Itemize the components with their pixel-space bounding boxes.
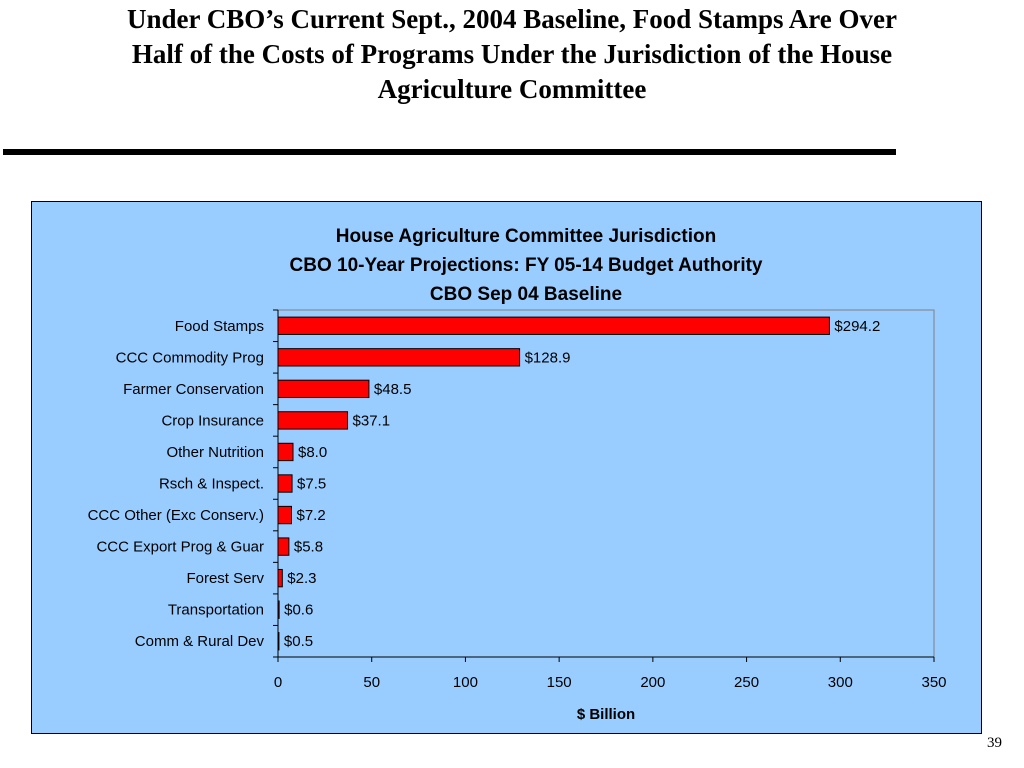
slide-title-line: Half of the Costs of Programs Under the … (131, 39, 893, 69)
tick-label: 50 (363, 674, 380, 691)
data-label: $37.1 (353, 412, 391, 429)
category-label: Transportation (168, 602, 264, 619)
category-label: Crop Insurance (161, 412, 264, 429)
x-axis-title: $ Billion (577, 706, 635, 723)
chart-panel: House Agriculture Committee Jurisdiction… (31, 201, 982, 734)
slide-title: Under CBO’s Current Sept., 2004 Baseline… (0, 2, 1024, 107)
bar (277, 474, 293, 493)
tick-label: 250 (734, 674, 759, 691)
data-label: $7.5 (297, 476, 326, 493)
slide-title-line: Agriculture Committee (377, 74, 647, 104)
tick-label: 300 (828, 674, 853, 691)
category-label: CCC Export Prog & Guar (96, 539, 264, 556)
category-label: Food Stamps (175, 318, 264, 335)
chart-title-line: CBO Sep 04 Baseline (430, 284, 622, 305)
category-label: Other Nutrition (166, 444, 264, 461)
data-label: $0.5 (284, 633, 313, 650)
bar (277, 568, 283, 588)
bar (277, 442, 294, 462)
bar-chart: House Agriculture Committee Jurisdiction… (88, 226, 947, 723)
data-label: $48.5 (374, 381, 412, 398)
data-label: $2.3 (287, 570, 316, 587)
bar (277, 348, 521, 367)
category-label: Forest Serv (186, 570, 264, 587)
tick-label: 200 (640, 674, 665, 691)
data-label: $5.8 (294, 539, 323, 556)
bar (277, 379, 370, 399)
tick-label: 350 (921, 674, 946, 691)
data-label: $128.9 (525, 349, 571, 366)
category-label: CCC Other (Exc Conserv.) (88, 507, 264, 524)
tick-label: 150 (547, 674, 572, 691)
bar (277, 316, 830, 335)
chart-title-line: House Agriculture Committee Jurisdiction (336, 226, 716, 247)
data-label: $294.2 (834, 318, 880, 335)
slide-title-line: Under CBO’s Current Sept., 2004 Baseline… (126, 4, 897, 34)
tick-label: 100 (453, 674, 478, 691)
page-number: 39 (987, 735, 1002, 751)
category-label: Comm & Rural Dev (135, 633, 265, 650)
data-label: $8.0 (298, 444, 327, 461)
tick-label: 0 (274, 674, 282, 691)
title-divider (3, 149, 896, 155)
bar (277, 411, 349, 430)
category-label: Farmer Conservation (123, 381, 264, 398)
category-label: Rsch & Inspect. (159, 476, 264, 493)
chart-title-line: CBO 10-Year Projections: FY 05-14 Budget… (290, 255, 763, 276)
bar (277, 505, 292, 525)
bar (277, 537, 290, 556)
category-label: CCC Commodity Prog (116, 349, 264, 366)
data-label: $7.2 (296, 507, 325, 524)
data-label: $0.6 (284, 602, 313, 619)
